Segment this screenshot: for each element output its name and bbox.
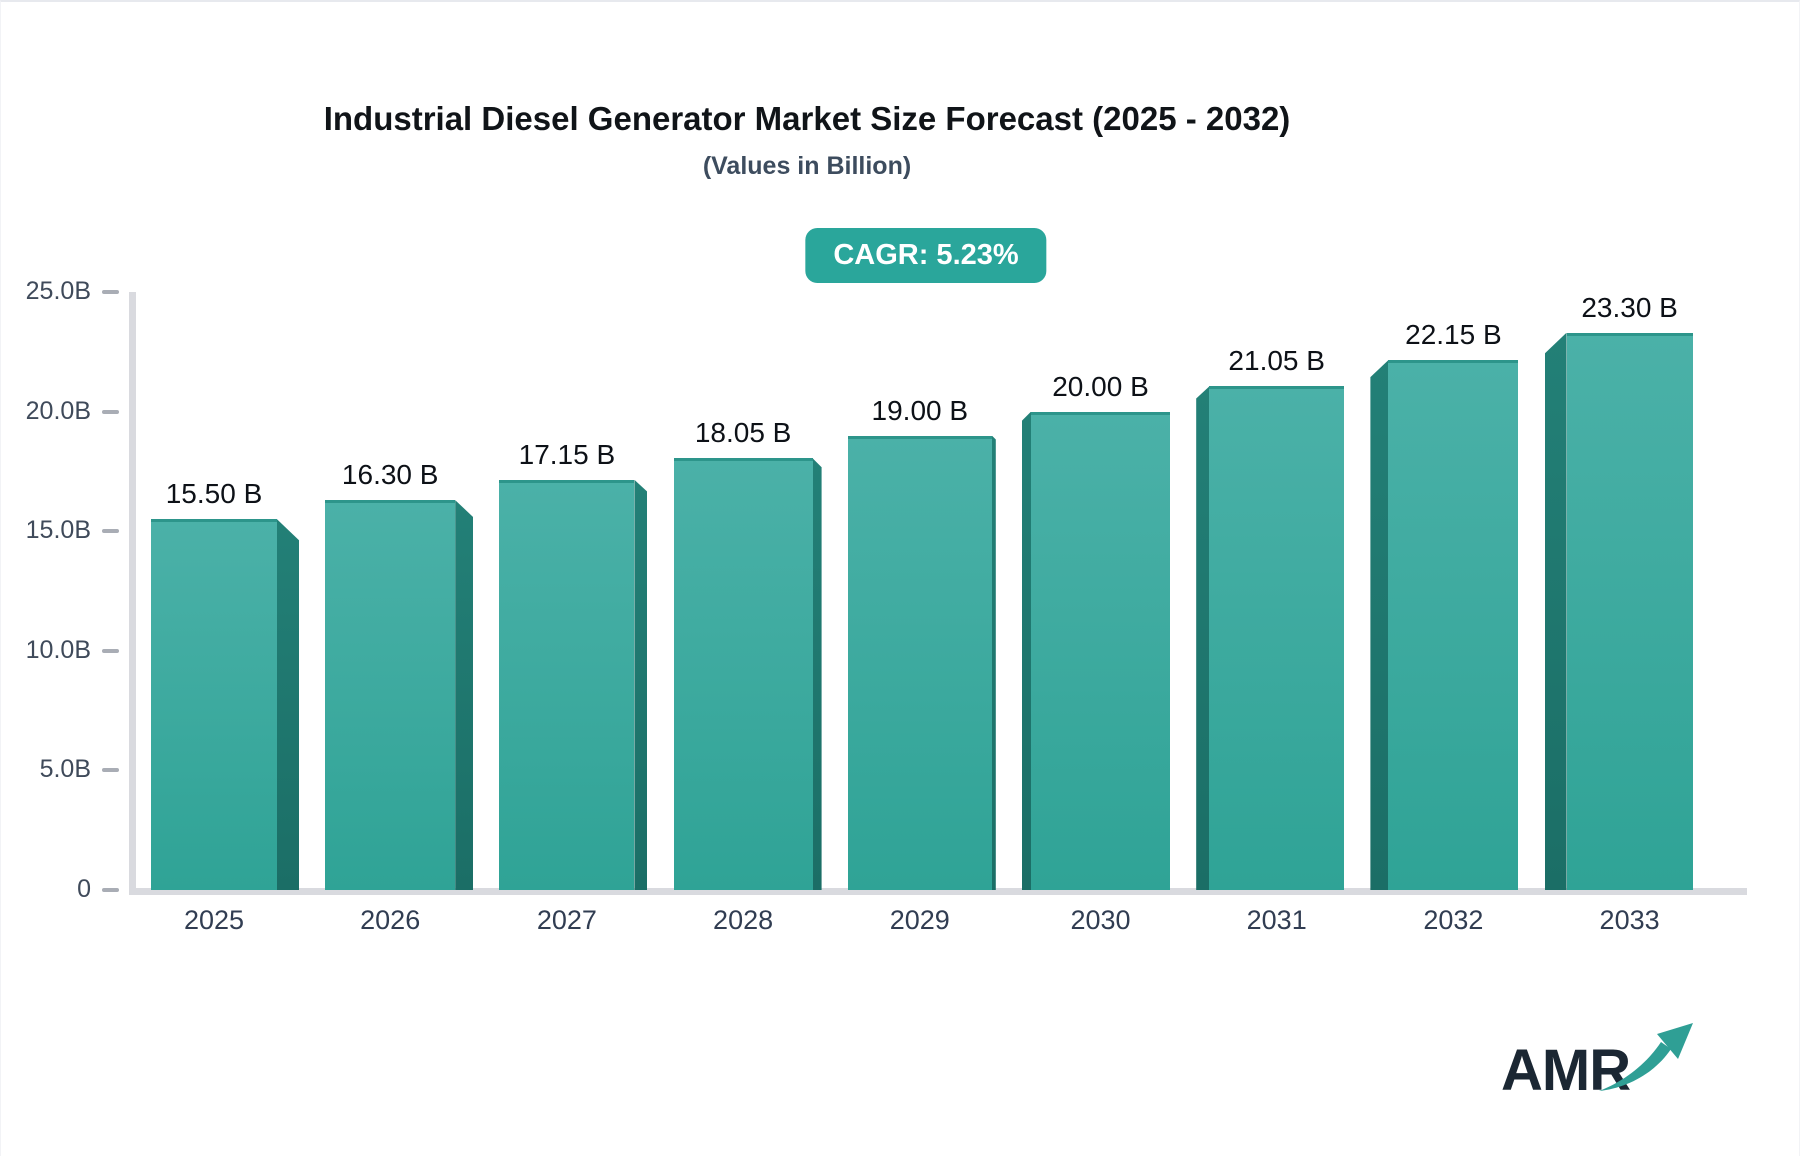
bar-face xyxy=(673,458,813,890)
bar-side xyxy=(455,500,474,890)
x-tick-label: 2029 xyxy=(889,905,950,935)
bar-side xyxy=(1370,360,1389,890)
bar-face xyxy=(1209,386,1345,890)
y-tick-label: 5.0B xyxy=(39,755,91,784)
bar-side xyxy=(812,458,822,890)
bar-face xyxy=(325,500,456,890)
bar-side xyxy=(1196,386,1210,890)
bar-side xyxy=(634,479,648,890)
bar-face xyxy=(151,519,277,890)
x-tick-label: 2031 xyxy=(1246,905,1307,935)
bar-side xyxy=(1544,332,1567,890)
bar-side xyxy=(1022,411,1031,890)
y-tick-label: 0 xyxy=(77,875,91,903)
chart-subtitle: (Values in Billion) xyxy=(702,152,912,180)
amr-logo-text: AMR xyxy=(1501,1038,1631,1103)
y-tick-label: 25.0B xyxy=(25,277,91,305)
bar-value-label: 21.05 B xyxy=(1228,345,1325,377)
x-tick-label: 2025 xyxy=(183,905,245,935)
bar-value-label: 22.15 B xyxy=(1405,319,1502,351)
chart-title: Industrial Diesel Generator Market Size … xyxy=(323,100,1291,137)
bar-value-label: 19.00 B xyxy=(871,394,969,426)
bar-side xyxy=(991,435,996,890)
bar-value-label: 18.05 B xyxy=(694,417,792,449)
bar-face xyxy=(847,435,992,890)
x-tick-label: 2026 xyxy=(360,905,421,935)
y-tick-label: 10.0B xyxy=(25,635,91,664)
bar-face xyxy=(1388,360,1519,890)
amr-logo-arrow-icon xyxy=(1599,1023,1693,1091)
x-tick-label: 2033 xyxy=(1599,905,1660,935)
x-tick-label: 2030 xyxy=(1070,905,1131,935)
x-tick-label: 2027 xyxy=(536,905,597,935)
bar-value-label: 20.00 B xyxy=(1052,370,1149,402)
y-axis-line xyxy=(129,292,136,895)
x-tick-label: 2028 xyxy=(713,905,774,935)
y-tick-dash xyxy=(102,290,119,294)
y-tick-label: 20.0B xyxy=(25,396,91,425)
y-tick-dash xyxy=(102,409,119,414)
x-tick-label: 2032 xyxy=(1423,905,1484,935)
bar-value-label: 15.50 B xyxy=(165,478,263,510)
y-tick-dash xyxy=(102,888,119,892)
bar-value-label: 23.30 B xyxy=(1581,291,1678,323)
bar-value-label: 17.15 B xyxy=(518,438,616,470)
amr-logo: AMR xyxy=(1501,1023,1693,1104)
y-tick-dash xyxy=(102,529,119,534)
y-tick-dash xyxy=(102,768,119,773)
cagr-badge: CAGR: 5.23% xyxy=(805,228,1047,283)
x-axis-line xyxy=(129,888,1747,895)
bar-value-label: 16.30 B xyxy=(341,459,439,491)
bar-face xyxy=(499,479,635,890)
bar-face xyxy=(1031,411,1170,890)
bar-face xyxy=(1566,332,1693,890)
y-tick-label: 15.0B xyxy=(25,516,91,545)
bar-side xyxy=(277,519,299,890)
y-tick-dash xyxy=(102,648,119,653)
